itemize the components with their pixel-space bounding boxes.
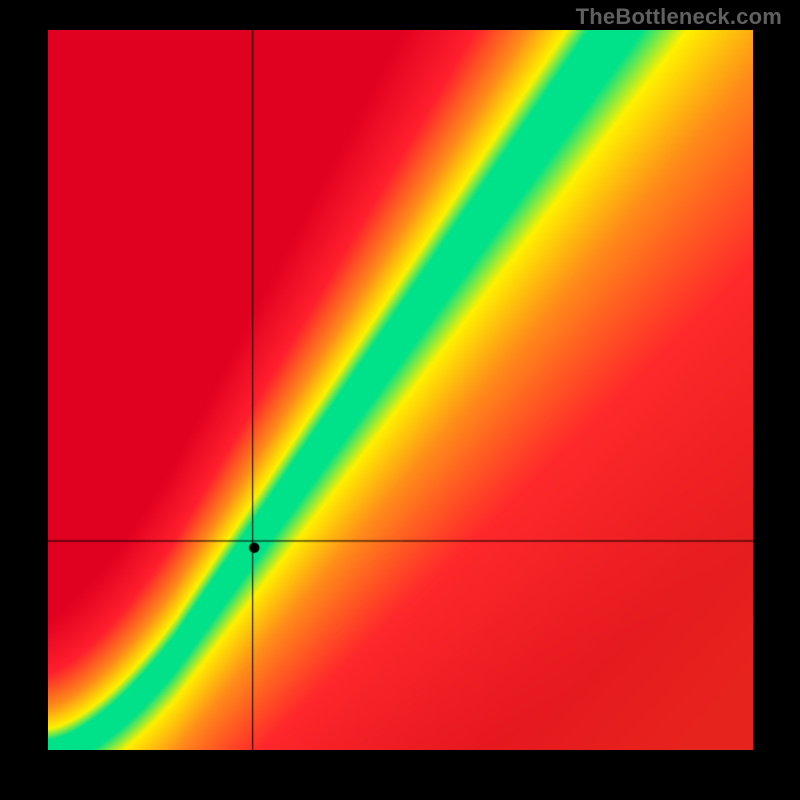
bottleneck-heatmap [48, 30, 753, 750]
watermark-text: TheBottleneck.com [576, 4, 782, 30]
chart-container: { "watermark": { "text": "TheBottleneck.… [0, 0, 800, 800]
